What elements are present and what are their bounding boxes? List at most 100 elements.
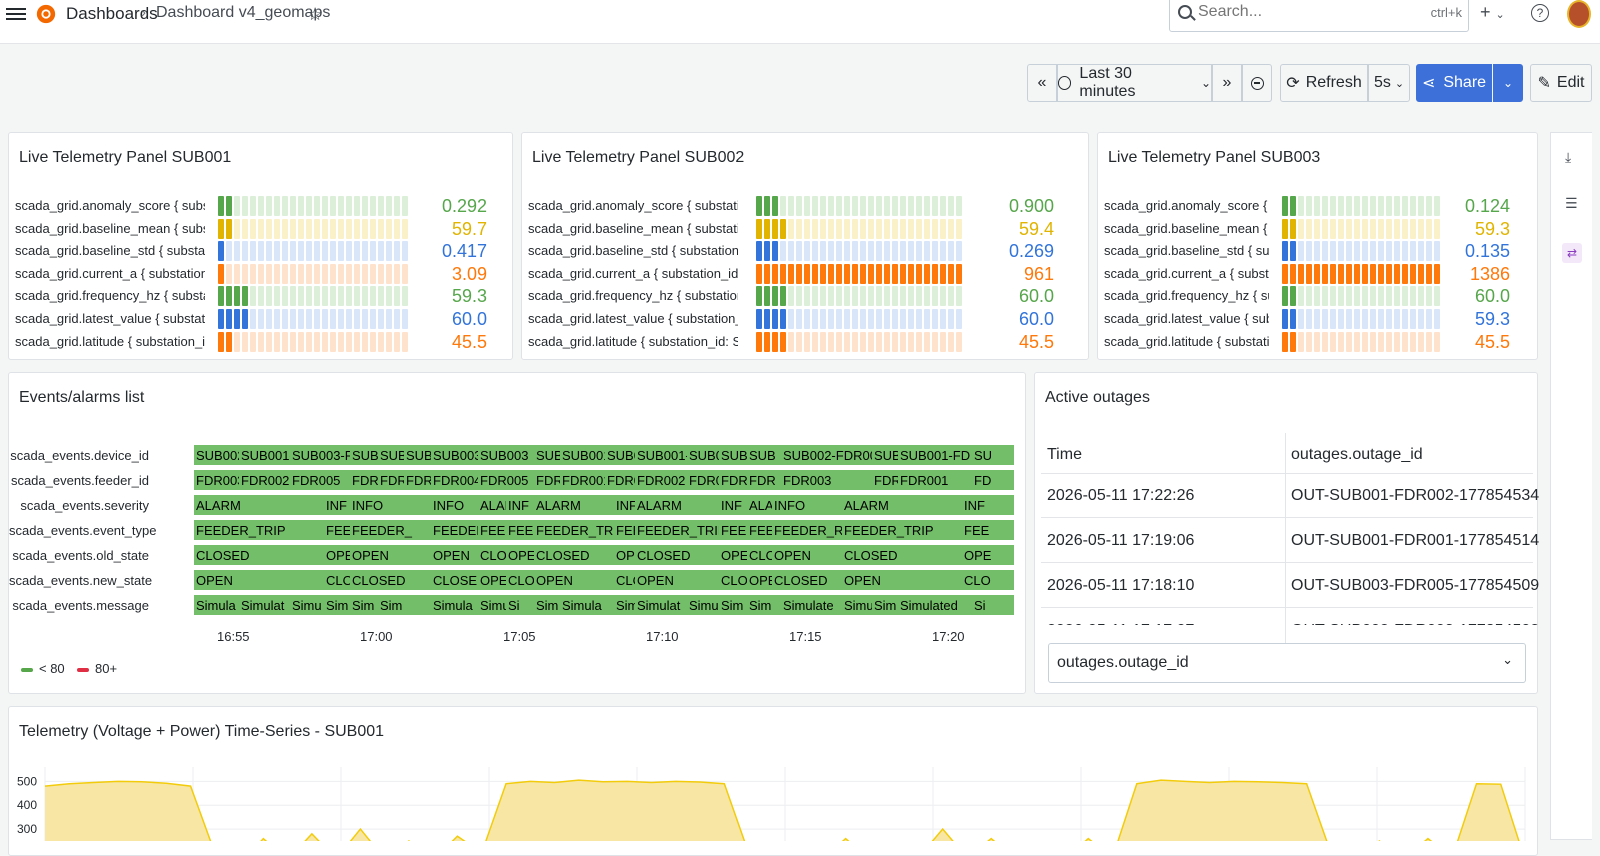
event-cell[interactable]: INFO — [774, 498, 806, 513]
event-cell[interactable]: SUB001- — [637, 448, 687, 463]
event-cell[interactable]: Simu — [844, 598, 872, 613]
event-cell[interactable]: FDR — [749, 473, 776, 488]
event-cell[interactable]: FEE — [616, 523, 635, 538]
event-cell[interactable]: INF — [326, 498, 347, 513]
event-cell[interactable]: OPEN — [480, 573, 506, 588]
event-cell[interactable]: FEEDER_RE — [774, 523, 842, 538]
event-cell[interactable]: FDR001 — [562, 473, 605, 488]
event-row-band[interactable] — [194, 520, 1014, 540]
column-header-time[interactable]: Time — [1047, 446, 1082, 463]
transform-icon[interactable]: ⇄ — [1562, 243, 1582, 263]
event-cell[interactable]: CLO — [964, 573, 991, 588]
event-cell[interactable]: FEEDER_TR — [536, 523, 614, 538]
event-cell[interactable]: OPEN — [433, 548, 470, 563]
edit-button[interactable]: ✎ Edit — [1530, 64, 1592, 102]
event-cell[interactable]: FDR005 — [292, 473, 341, 488]
event-cell[interactable]: Sim — [616, 598, 635, 613]
event-cell[interactable]: Simu — [480, 598, 506, 613]
zoom-out-button[interactable] — [1242, 64, 1272, 102]
time-forward-button[interactable]: » — [1212, 64, 1242, 102]
event-cell[interactable]: FEEDER — [433, 523, 478, 538]
star-icon[interactable]: ☆ — [307, 4, 324, 24]
event-cell[interactable]: CLOS — [480, 548, 506, 563]
series-line[interactable] — [44, 779, 1525, 841]
event-cell[interactable]: SUB002 — [196, 448, 239, 463]
event-cell[interactable]: Sim — [352, 598, 375, 613]
event-cell[interactable]: SUB — [721, 448, 747, 463]
event-cell[interactable]: SUB — [536, 448, 560, 463]
event-cell[interactable]: FEEDER_TRIP — [844, 523, 934, 538]
event-cell[interactable]: INFO — [433, 498, 465, 513]
event-cell[interactable]: CLOSED — [774, 573, 828, 588]
event-cell[interactable]: Simula — [196, 598, 236, 613]
event-cell[interactable]: Sim — [380, 598, 403, 613]
event-cell[interactable]: FDR0 — [607, 473, 635, 488]
event-cell[interactable]: Sim — [874, 598, 897, 613]
refresh-interval-picker[interactable]: 5s ⌄ — [1368, 64, 1410, 102]
event-cell[interactable]: CLO — [616, 573, 635, 588]
event-cell[interactable]: SUB003-F — [292, 448, 350, 463]
column-header-outage-id[interactable]: outages.outage_id — [1291, 446, 1423, 463]
outline-icon[interactable]: ☰ — [1565, 195, 1578, 211]
event-cell[interactable]: SUB001-FD — [900, 448, 971, 463]
download-icon[interactable]: ⤓ — [1565, 149, 1572, 165]
event-cell[interactable]: SUB001- — [241, 448, 290, 463]
table-row[interactable]: 2026-05-11 17:19:06 OUT-SUB001-FDR001-177… — [1041, 518, 1539, 563]
event-cell[interactable]: Simulate — [783, 598, 834, 613]
table-row[interactable]: 2026-05-11 17:18:10 OUT-SUB003-FDR005-177… — [1041, 563, 1539, 608]
event-cell[interactable]: FDR — [721, 473, 747, 488]
event-cell[interactable]: SU — [974, 448, 993, 463]
event-cell[interactable]: Sim — [326, 598, 349, 613]
event-cell[interactable]: CLOSED — [196, 548, 250, 563]
share-dropdown-button[interactable]: ⌄ — [1493, 64, 1523, 102]
event-cell[interactable]: ALAR — [480, 498, 506, 513]
event-cell[interactable]: Simula — [562, 598, 602, 613]
event-cell[interactable]: INF — [964, 498, 985, 513]
new-button[interactable]: + ⌄ — [1480, 2, 1505, 23]
event-cell[interactable]: FEE — [721, 523, 747, 538]
event-cell[interactable]: ALARM — [536, 498, 581, 513]
event-cell[interactable]: SUB003 — [480, 448, 529, 463]
event-cell[interactable]: ALA — [749, 498, 772, 513]
event-cell[interactable]: ALARM — [844, 498, 889, 513]
event-row-band[interactable] — [194, 470, 1014, 490]
event-cell[interactable]: OPEN — [196, 573, 233, 588]
search-input[interactable] — [1198, 3, 1398, 21]
event-cell[interactable]: Simu — [292, 598, 322, 613]
legend-label[interactable]: 80+ — [95, 661, 118, 676]
event-cell[interactable]: CLO — [721, 573, 747, 588]
event-cell[interactable]: OPEN — [774, 548, 811, 563]
event-cell[interactable]: OPEN — [352, 548, 389, 563]
breadcrumb-dashboards[interactable]: Dashboards — [66, 4, 158, 23]
event-cell[interactable]: FDR003 — [196, 473, 239, 488]
timeseries-chart[interactable]: 500 400 300 — [9, 707, 1539, 841]
event-row-band[interactable] — [194, 595, 1014, 615]
event-cell[interactable]: FEE — [749, 523, 772, 538]
event-cell[interactable]: OPE — [964, 548, 992, 563]
event-cell[interactable]: CLO — [749, 548, 772, 563]
event-cell[interactable]: Simulat — [241, 598, 285, 613]
event-cell[interactable]: SUB0 — [607, 448, 635, 463]
event-cell[interactable]: FDR — [352, 473, 378, 488]
event-cell[interactable]: FDR002 — [637, 473, 686, 488]
event-cell[interactable]: Simulated — [900, 598, 958, 613]
event-cell[interactable]: FDR002 — [241, 473, 290, 488]
event-cell[interactable]: FDR — [406, 473, 431, 488]
event-cell[interactable]: Sim — [749, 598, 772, 613]
event-cell[interactable]: CLOSED — [844, 548, 898, 563]
event-cell[interactable]: ALARM — [637, 498, 682, 513]
event-cell[interactable]: SUB — [406, 448, 431, 463]
event-cell[interactable]: Si — [974, 598, 986, 613]
event-cell[interactable]: Simu — [689, 598, 719, 613]
event-cell[interactable]: Simula — [433, 598, 473, 613]
event-cell[interactable]: OPEN — [844, 573, 881, 588]
event-cell[interactable]: SUB001 — [562, 448, 605, 463]
event-cell[interactable]: CLOSED — [352, 573, 406, 588]
event-cell[interactable]: FDR001 — [900, 473, 949, 488]
event-cell[interactable]: FEED — [480, 523, 506, 538]
event-cell[interactable]: Si — [508, 598, 520, 613]
event-cell[interactable]: SUB — [874, 448, 898, 463]
event-cell[interactable]: OPEN — [637, 573, 674, 588]
event-cell[interactable]: OPEN — [536, 573, 573, 588]
event-cell[interactable]: FEE — [326, 523, 350, 538]
